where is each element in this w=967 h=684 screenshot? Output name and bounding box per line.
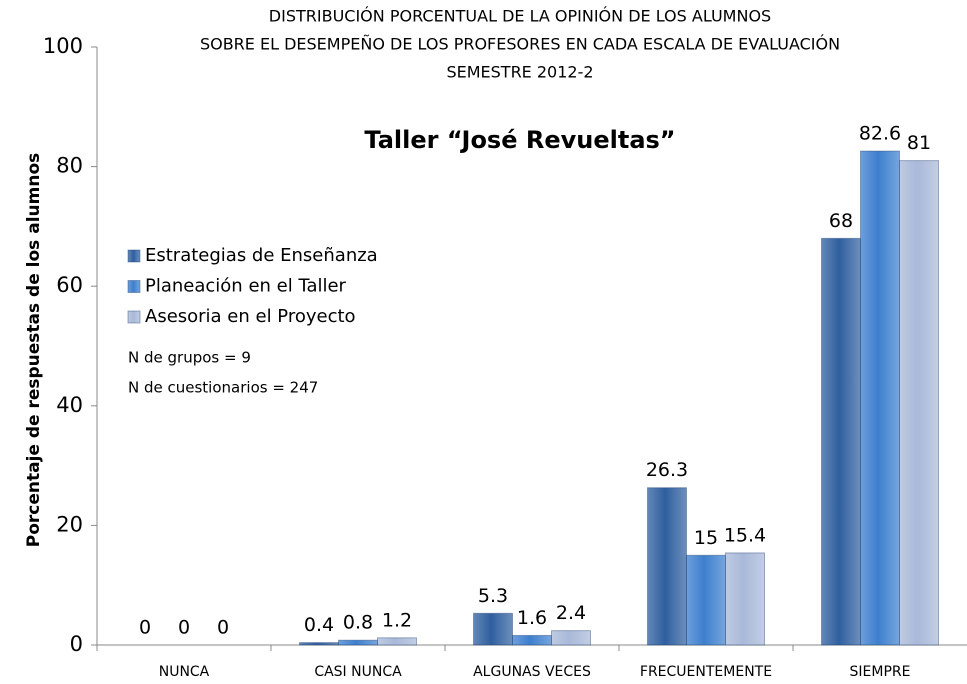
value-label: 0.4: [304, 614, 334, 636]
value-label: 0.8: [343, 612, 373, 634]
bar: [473, 612, 513, 646]
x-tick-label: FRECUENTEMENTE: [640, 664, 772, 680]
bar: [377, 637, 417, 646]
y-axis-label: Porcentaje de respuestas de los alumnos: [24, 153, 44, 548]
y-tick-label: 0: [70, 632, 83, 656]
chart-title: SOBRE EL DESEMPEÑO DE LOS PROFESORES EN …: [200, 35, 840, 54]
legend-label: Asesoria en el Proyecto: [145, 306, 356, 327]
bar: [725, 552, 765, 646]
chart-title: DISTRIBUCIÓN PORCENTUAL DE LA OPINIÓN DE…: [269, 7, 771, 26]
annotation: N de grupos = 9: [128, 349, 251, 367]
value-label: 0: [217, 617, 229, 639]
legend-label: Planeación en el Taller: [145, 276, 347, 297]
x-tick-label: CASI NUNCA: [314, 664, 402, 680]
value-label: 26.3: [646, 459, 688, 481]
legend-label: Estrategias de Enseñanza: [145, 245, 378, 266]
value-label: 15.4: [724, 524, 766, 546]
bar: [686, 554, 726, 646]
value-label: 82.6: [859, 123, 901, 145]
y-tick-label: 100: [43, 34, 83, 58]
bar: [821, 237, 861, 646]
value-label: 1.6: [517, 607, 547, 629]
x-tick-label: SIEMPRE: [850, 664, 911, 680]
chart-subtitle: Taller “José Revueltas”: [364, 126, 675, 154]
y-tick-label: 80: [56, 154, 83, 178]
value-label: 15: [694, 527, 718, 549]
value-label: 5.3: [478, 585, 508, 607]
bar: [551, 630, 591, 646]
bar: [899, 160, 939, 646]
y-tick-label: 20: [56, 512, 83, 536]
bar: [647, 487, 687, 646]
legend-swatch: [127, 280, 141, 293]
value-label: 1.2: [382, 609, 412, 631]
bar: [299, 642, 339, 646]
value-label: 0: [178, 617, 190, 639]
bar: [860, 150, 900, 646]
y-tick-label: 60: [56, 273, 83, 297]
bar: [512, 634, 552, 646]
value-label: 81: [907, 132, 931, 154]
annotation: N de cuestionarios = 247: [128, 379, 318, 397]
value-label: 68: [829, 210, 853, 232]
chart-title: SEMESTRE 2012-2: [446, 63, 593, 82]
value-label: 0: [139, 617, 151, 639]
legend-swatch: [127, 249, 141, 263]
bar: [338, 639, 378, 646]
x-tick-label: ALGUNAS VECES: [473, 664, 591, 680]
x-tick-label: NUNCA: [159, 664, 210, 680]
value-label: 2.4: [556, 602, 586, 624]
y-tick-label: 40: [56, 393, 83, 417]
legend-swatch: [127, 310, 141, 324]
